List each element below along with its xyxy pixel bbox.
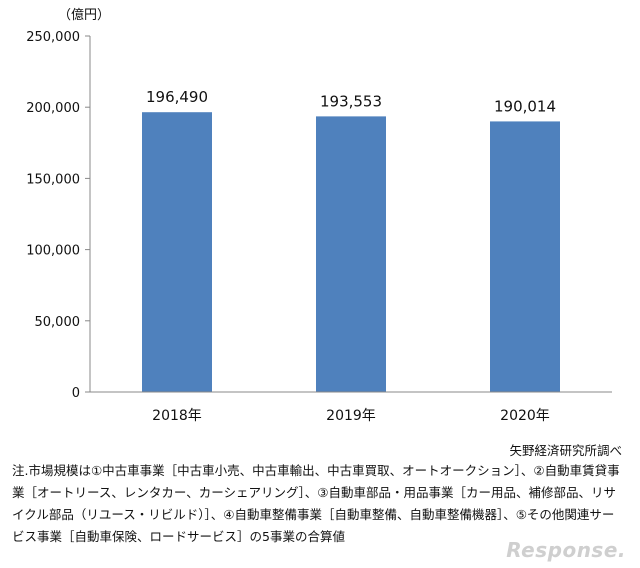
y-axis-ticks: 0 50,000 100,000 150,000 200,000 250,000 [26, 30, 90, 401]
bar-2 [490, 121, 560, 392]
bars [142, 112, 560, 393]
y-tick-label: 200,000 [26, 101, 80, 116]
x-tick-label: 2020年 [500, 408, 550, 424]
x-tick-label: 2019年 [326, 408, 376, 424]
bar-chart: 0 50,000 100,000 150,000 200,000 250,000 196,… [26, 30, 612, 424]
y-tick-label: 100,000 [26, 244, 80, 259]
y-tick-label: 250,000 [26, 30, 80, 45]
x-axis-ticks: 2018年 2019年 2020年 [152, 408, 550, 424]
response-logo: Response. [506, 538, 626, 562]
x-tick-label: 2018年 [152, 408, 202, 424]
bar-0 [142, 112, 212, 392]
bar-1 [316, 116, 386, 393]
y-tick-label: 150,000 [26, 172, 80, 187]
bar-value-label: 190,014 [494, 97, 556, 115]
footnote: 注.市場規模は①中古車事業［中古車小売、中古車輸出、中古車買取、オートオークショ… [12, 463, 620, 544]
source-credit: 矢野経済研究所調べ [509, 443, 622, 458]
bar-value-label: 193,553 [320, 92, 382, 110]
data-labels: 196,490 193,553 190,014 [146, 88, 556, 115]
y-tick-label: 50,000 [35, 315, 81, 330]
y-axis-unit-label: （億円） [58, 8, 111, 23]
y-tick-label: 0 [72, 386, 80, 401]
bar-value-label: 196,490 [146, 88, 208, 106]
